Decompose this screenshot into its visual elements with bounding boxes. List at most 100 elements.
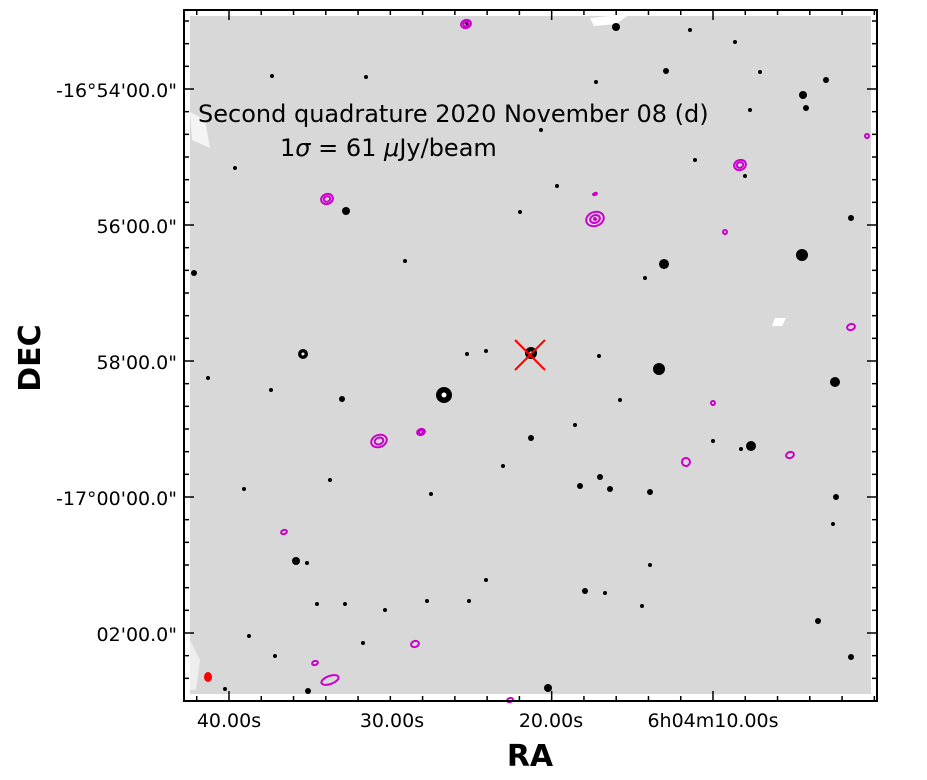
x-tick-label-2: 30.00s <box>360 710 424 732</box>
beam-ellipse <box>204 672 212 682</box>
star <box>831 522 835 526</box>
star <box>607 486 613 492</box>
star <box>739 447 743 451</box>
saturated-core <box>441 392 447 398</box>
contour-level <box>846 322 856 332</box>
star <box>339 396 345 402</box>
contour-level <box>864 132 870 139</box>
star <box>848 215 854 221</box>
y-tick-label-2: 56'00.0" <box>97 216 177 238</box>
contour-level <box>681 457 691 467</box>
star <box>223 687 227 691</box>
star <box>746 441 756 451</box>
contour-level <box>416 427 426 437</box>
contour-level <box>460 18 472 30</box>
star <box>270 74 274 78</box>
star <box>539 128 543 132</box>
star <box>328 478 332 482</box>
star <box>597 474 603 480</box>
contour-level <box>785 450 795 460</box>
x-tick-label-1: 40.00s <box>197 710 261 732</box>
y-tick-label-5: 02'00.0" <box>97 624 177 646</box>
star <box>640 604 644 608</box>
star <box>573 423 577 427</box>
noise-level-label: 1σ = 61 μJy/beam <box>280 134 497 162</box>
star <box>467 599 471 603</box>
star <box>796 249 808 261</box>
star <box>799 91 807 99</box>
star <box>233 166 237 170</box>
star <box>425 599 429 603</box>
star <box>315 602 319 606</box>
contour-level <box>373 436 385 446</box>
contour-level <box>320 192 334 206</box>
star <box>206 376 210 380</box>
contour-level <box>410 639 420 649</box>
star <box>484 578 488 582</box>
star <box>803 105 809 111</box>
y-tick-label-1: -16°54'00.0" <box>56 80 177 102</box>
y-tick-label-3: 58'00.0" <box>97 352 177 374</box>
star <box>647 489 653 495</box>
star <box>603 591 607 595</box>
contour-level <box>722 228 728 235</box>
star <box>659 259 669 269</box>
star <box>364 75 368 79</box>
star <box>484 349 488 353</box>
star <box>518 210 522 214</box>
contour-level <box>370 433 388 449</box>
star <box>465 352 469 356</box>
x-tick-label-3: 20.00s <box>519 710 583 732</box>
star <box>242 487 246 491</box>
contour-level <box>733 158 747 172</box>
star <box>582 588 588 594</box>
star <box>612 23 620 31</box>
saturated-core <box>301 352 305 356</box>
star <box>292 557 300 565</box>
y-tick-label-4: -17°00'00.0" <box>56 488 177 510</box>
star <box>191 270 197 276</box>
star <box>501 464 505 468</box>
star <box>743 174 747 178</box>
star <box>733 40 737 44</box>
star <box>383 608 387 612</box>
plot-frame <box>183 9 878 702</box>
star <box>528 435 534 441</box>
star <box>848 654 854 660</box>
star <box>758 70 762 74</box>
star <box>269 388 273 392</box>
star <box>823 77 829 83</box>
x-tick-label-4: 6h04m10.00s <box>647 710 778 732</box>
contour-level <box>322 195 332 203</box>
star <box>653 363 665 375</box>
star <box>663 68 669 74</box>
contour-level <box>589 214 601 224</box>
star <box>597 354 601 358</box>
star <box>247 634 251 638</box>
star <box>594 80 598 84</box>
contour-level <box>280 528 288 536</box>
contour-level <box>462 20 470 28</box>
contour-level <box>320 674 340 686</box>
star <box>618 398 622 402</box>
star <box>429 492 433 496</box>
axis-ticks <box>184 10 877 702</box>
star <box>305 561 309 565</box>
contour-level <box>592 191 598 197</box>
star <box>815 618 821 624</box>
star <box>830 377 840 387</box>
target-cross-marker <box>514 339 546 371</box>
star <box>361 641 365 645</box>
observation-title: Second quadrature 2020 November 08 (d) <box>198 100 709 128</box>
star <box>648 563 652 567</box>
star <box>748 108 752 112</box>
star <box>273 654 277 658</box>
star <box>643 276 647 280</box>
star <box>833 494 839 500</box>
star <box>342 207 350 215</box>
x-axis-title: RA <box>507 739 554 774</box>
star <box>343 602 347 606</box>
star <box>403 259 407 263</box>
y-axis-title: DEC <box>13 324 48 391</box>
